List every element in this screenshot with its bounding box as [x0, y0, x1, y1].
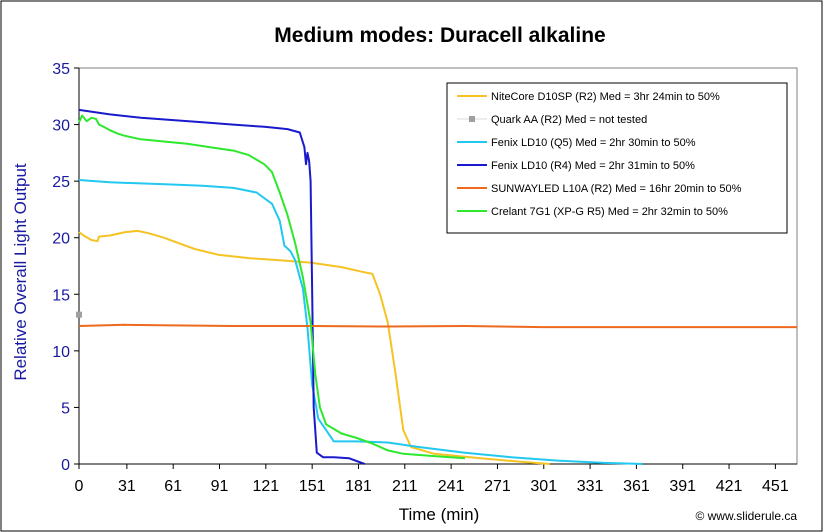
series-line-3: [78, 179, 643, 465]
plot-area: 0 5 10 15 20 25 30 35 0 31 61 91 121 151 181 211 241 271 3…: [52, 61, 798, 495]
x-tick-label: 121: [252, 478, 279, 495]
credit-text: © www.sliderule.ca: [695, 509, 797, 523]
x-tick-label: 211: [392, 478, 418, 495]
y-axis-label: Relative Overall Light Output: [11, 163, 30, 381]
x-tick-label: 181: [345, 478, 372, 495]
y-tick-label: 10: [52, 344, 70, 361]
legend-swatch-marker: [469, 116, 475, 122]
series-line-1: [78, 229, 550, 465]
legend-label: Quark AA (R2) Med = not tested: [491, 114, 647, 126]
x-tick-label: 31: [118, 478, 136, 495]
x-tick-label: 451: [762, 478, 789, 495]
y-tick-label: 25: [52, 174, 70, 191]
chart-title: Medium modes: Duracell alkaline: [274, 24, 605, 47]
x-tick-label: 391: [669, 478, 696, 495]
legend-box: [446, 82, 788, 234]
x-tick-label: 421: [716, 478, 743, 495]
legend-label: Crelant 7G1 (XP-G R5) Med = 2hr 32min to…: [491, 206, 728, 218]
x-tick-label: 91: [211, 478, 229, 495]
x-tick-label: 151: [299, 478, 326, 495]
series-line-4: [78, 108, 366, 465]
legend-label: SUNWAYLED L10A (R2) Med = 16hr 20min to …: [491, 183, 742, 195]
y-tick-label: 35: [52, 61, 70, 78]
x-tick-label: 301: [530, 478, 557, 495]
legend-label: NiteCore D10SP (R2) Med = 3hr 24min to 5…: [491, 91, 720, 103]
x-tick-label: 0: [75, 478, 84, 495]
y-tick-label: 5: [61, 400, 70, 417]
x-tick-label: 361: [623, 478, 650, 495]
x-tick-label: 331: [577, 478, 604, 495]
y-tick-label: 20: [52, 231, 70, 248]
x-tick-label: 61: [164, 478, 182, 495]
x-tick-label: 271: [484, 478, 511, 495]
y-tick-label: 0: [61, 457, 70, 474]
series-line-6: [78, 114, 466, 460]
x-axis-label: Time (min): [399, 505, 480, 524]
legend-label: Fenix LD10 (R4) Med = 2hr 31min to 50%: [491, 160, 695, 172]
x-tick-label: 241: [438, 478, 465, 495]
series-line-5: [78, 323, 797, 329]
y-tick-label: 30: [52, 118, 70, 135]
y-tick-label: 15: [52, 287, 70, 304]
series-point: [76, 311, 82, 318]
legend-label: Fenix LD10 (Q5) Med = 2hr 30min to 50%: [491, 137, 696, 149]
